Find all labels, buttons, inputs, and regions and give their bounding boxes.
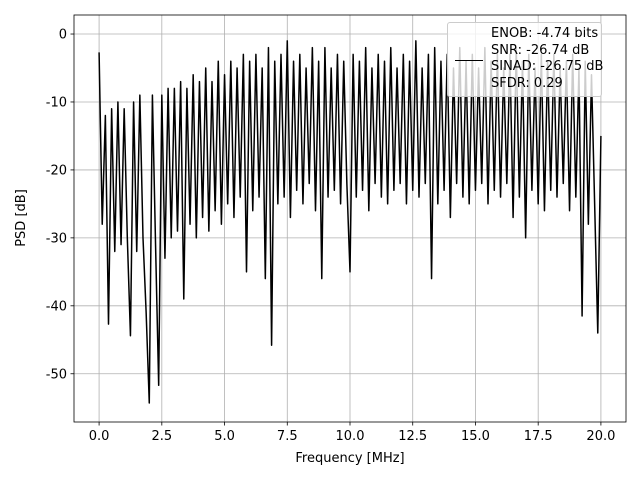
x-tick-label: 15.0 — [461, 429, 490, 444]
x-tick-label: 5.0 — [214, 429, 235, 444]
y-tick-label: 0 — [59, 28, 67, 43]
y-axis-label: PSD [dB] — [14, 189, 29, 247]
y-tick-label: -40 — [46, 299, 67, 314]
x-tick-label: 10.0 — [336, 429, 365, 444]
x-tick-label: 0.0 — [89, 429, 110, 444]
data-line — [98, 40, 602, 404]
y-tick-label: -20 — [46, 163, 67, 178]
y-tick-label: -10 — [46, 95, 67, 110]
legend: ENOB: -4.74 bits SNR: -26.74 dB SINAD: -… — [447, 22, 604, 97]
legend-line — [455, 59, 483, 61]
y-tick-label: -30 — [46, 231, 67, 246]
x-tick-label: 20.0 — [586, 429, 615, 444]
x-tick-label: 2.5 — [151, 429, 172, 444]
axes-frame — [73, 14, 627, 423]
y-tick-label: -50 — [46, 367, 67, 382]
legend-label: ENOB: -4.74 bits SNR: -26.74 dB SINAD: -… — [491, 26, 604, 91]
x-tick-label: 7.5 — [277, 429, 298, 444]
x-axis-label: Frequency [MHz] — [295, 451, 404, 466]
x-tick-label: 17.5 — [524, 429, 553, 444]
x-tick-label: 12.5 — [398, 429, 427, 444]
